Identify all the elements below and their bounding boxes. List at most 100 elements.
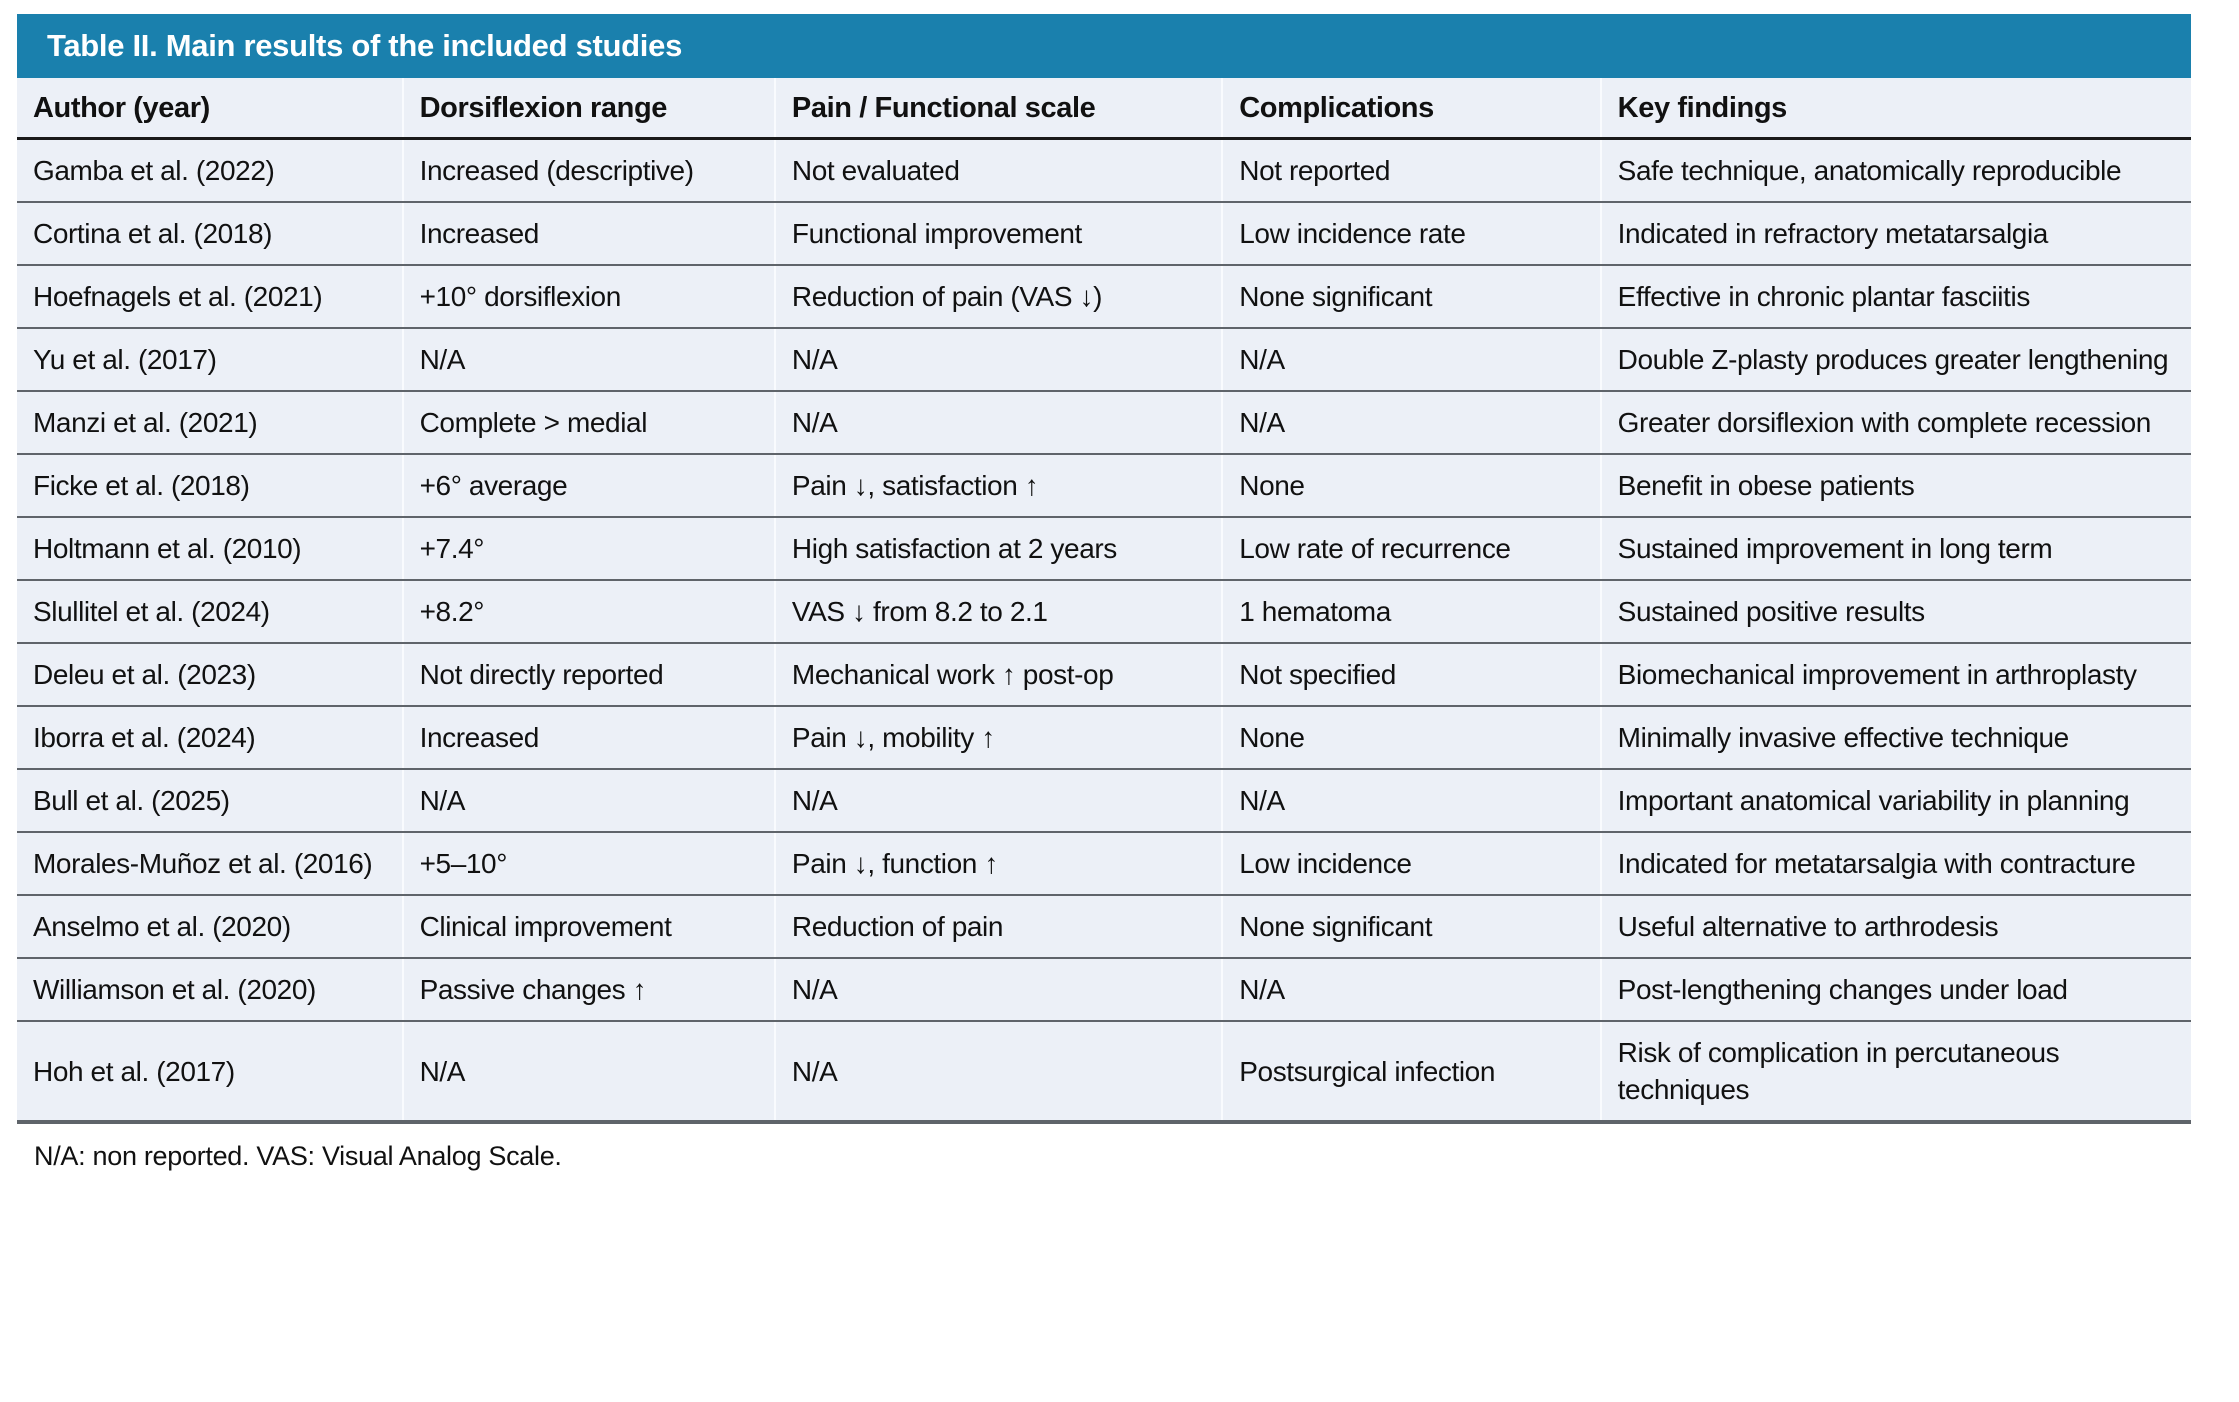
- table-cell: Not evaluated: [773, 138, 1223, 203]
- table-cell: None: [1221, 454, 1601, 518]
- column-header: Author (year): [17, 78, 403, 140]
- table-cell: Reduction of pain (VAS ↓): [773, 265, 1223, 329]
- table-row: Gamba et al. (2022) Increased (descriptiv…: [17, 138, 2191, 203]
- table-cell: +7.4°: [401, 517, 775, 581]
- table-cell: Benefit in obese patients: [1599, 454, 2191, 518]
- table-cell: Safe technique, anatomically reproducibl…: [1599, 138, 2191, 203]
- column-header: Pain / Functional scale: [773, 78, 1223, 140]
- table-cell: Yu et al. (2017): [17, 328, 403, 392]
- table-cell: VAS ↓ from 8.2 to 2.1: [773, 580, 1223, 644]
- table-cell: N/A: [773, 769, 1223, 833]
- table-row: Cortina et al. (2018) Increased Functional…: [17, 202, 2191, 266]
- table-cell: Double Z-plasty produces greater lengthe…: [1599, 328, 2191, 392]
- table-cell: N/A: [773, 1021, 1223, 1124]
- table-footnote: N/A: non reported. VAS: Visual Analog Sc…: [34, 1141, 562, 1171]
- table-row: Hoh et al. (2017) N/A N/A Postsurgical infe…: [17, 1021, 2191, 1124]
- table-cell: Pain ↓, mobility ↑: [773, 706, 1223, 770]
- table-header: Author (year) Dorsiflexion range Pain / Fu…: [17, 78, 2191, 140]
- table-cell: High satisfaction at 2 years: [773, 517, 1223, 581]
- table-cell: Anselmo et al. (2020): [17, 895, 403, 959]
- table-row: Bull et al. (2025) N/A N/A N/A Important ana…: [17, 769, 2191, 833]
- table-cell: Indicated in refractory metatarsalgia: [1599, 202, 2191, 266]
- table-row: Holtmann et al. (2010) +7.4° High satisfac…: [17, 517, 2191, 581]
- table-row: Deleu et al. (2023) Not directly reported…: [17, 643, 2191, 707]
- column-header: Complications: [1221, 78, 1601, 140]
- results-table: Author (year) Dorsiflexion range Pain / Fu…: [17, 78, 2191, 1124]
- table-cell: Biomechanical improvement in arthroplast…: [1599, 643, 2191, 707]
- table-cell: Not directly reported: [401, 643, 775, 707]
- table-cell: Deleu et al. (2023): [17, 643, 403, 707]
- table-cell: Clinical improvement: [401, 895, 775, 959]
- table-cell: Manzi et al. (2021): [17, 391, 403, 455]
- table-cell: N/A: [1221, 391, 1601, 455]
- table-cell: Post-lengthening changes under load: [1599, 958, 2191, 1022]
- table-cell: 1 hematoma: [1221, 580, 1601, 644]
- table-cell: N/A: [773, 391, 1223, 455]
- table-row: Iborra et al. (2024) Increased Pain ↓, mob…: [17, 706, 2191, 770]
- table-cell: Indicated for metatarsalgia with contrac…: [1599, 832, 2191, 896]
- table-row: Anselmo et al. (2020) Clinical improvemen…: [17, 895, 2191, 959]
- table-cell: Slullitel et al. (2024): [17, 580, 403, 644]
- table-cell: Morales-Muñoz et al. (2016): [17, 832, 403, 896]
- table-cell: Low incidence: [1221, 832, 1601, 896]
- column-header: Dorsiflexion range: [401, 78, 775, 140]
- table-row: Hoefnagels et al. (2021) +10° dorsiflexio…: [17, 265, 2191, 329]
- table-cell: None significant: [1221, 265, 1601, 329]
- table-cell: Cortina et al. (2018): [17, 202, 403, 266]
- table-row: Ficke et al. (2018) +6° average Pain ↓, sa…: [17, 454, 2191, 518]
- table-cell: Not specified: [1221, 643, 1601, 707]
- table-cell: Sustained improvement in long term: [1599, 517, 2191, 581]
- table-cell: Complete > medial: [401, 391, 775, 455]
- table-title: Table II. Main results of the included s…: [17, 14, 2191, 78]
- table-cell: +8.2°: [401, 580, 775, 644]
- table-cell: Pain ↓, satisfaction ↑: [773, 454, 1223, 518]
- table-cell: N/A: [773, 958, 1223, 1022]
- table-row: Slullitel et al. (2024) +8.2° VAS ↓ from 8…: [17, 580, 2191, 644]
- table-cell: None: [1221, 706, 1601, 770]
- table-cell: Increased: [401, 202, 775, 266]
- table-cell: Sustained positive results: [1599, 580, 2191, 644]
- table-cell: Reduction of pain: [773, 895, 1223, 959]
- table-cell: Important anatomical variability in plan…: [1599, 769, 2191, 833]
- table-cell: Low incidence rate: [1221, 202, 1601, 266]
- table-cell: Risk of complication in percutaneous tec…: [1599, 1021, 2191, 1124]
- table-body: Gamba et al. (2022) Increased (descriptiv…: [17, 138, 2191, 1124]
- table-cell: Not reported: [1221, 138, 1601, 203]
- results-table-card: Table II. Main results of the included s…: [17, 14, 2191, 1124]
- table-cell: N/A: [773, 328, 1223, 392]
- table-cell: Increased (descriptive): [401, 138, 775, 203]
- table-cell: Hoh et al. (2017): [17, 1021, 403, 1124]
- table-cell: Ficke et al. (2018): [17, 454, 403, 518]
- table-cell: Effective in chronic plantar fasciitis: [1599, 265, 2191, 329]
- table-cell: Iborra et al. (2024): [17, 706, 403, 770]
- table-cell: +6° average: [401, 454, 775, 518]
- table-cell: N/A: [401, 328, 775, 392]
- table-cell: None significant: [1221, 895, 1601, 959]
- table-cell: N/A: [1221, 769, 1601, 833]
- table-cell: N/A: [1221, 958, 1601, 1022]
- table-cell: Holtmann et al. (2010): [17, 517, 403, 581]
- table-cell: Useful alternative to arthrodesis: [1599, 895, 2191, 959]
- table-row: Manzi et al. (2021) Complete > medial N/A N…: [17, 391, 2191, 455]
- table-cell: N/A: [401, 1021, 775, 1124]
- table-cell: N/A: [1221, 328, 1601, 392]
- table-row: Williamson et al. (2020) Passive changes …: [17, 958, 2191, 1022]
- column-header: Key findings: [1599, 78, 2191, 140]
- table-row: Yu et al. (2017) N/A N/A N/A Double Z-plasty…: [17, 328, 2191, 392]
- table-cell: Increased: [401, 706, 775, 770]
- table-cell: Minimally invasive effective technique: [1599, 706, 2191, 770]
- table-row: Morales-Muñoz et al. (2016) +5–10° Pain ↓,…: [17, 832, 2191, 896]
- table-cell: Williamson et al. (2020): [17, 958, 403, 1022]
- table-cell: Functional improvement: [773, 202, 1223, 266]
- table-cell: Greater dorsiflexion with complete reces…: [1599, 391, 2191, 455]
- table-cell: N/A: [401, 769, 775, 833]
- table-cell: Low rate of recurrence: [1221, 517, 1601, 581]
- table-cell: +10° dorsiflexion: [401, 265, 775, 329]
- table-cell: Gamba et al. (2022): [17, 138, 403, 203]
- table-cell: +5–10°: [401, 832, 775, 896]
- table-cell: Mechanical work ↑ post-op: [773, 643, 1223, 707]
- table-cell: Bull et al. (2025): [17, 769, 403, 833]
- table-cell: Postsurgical infection: [1221, 1021, 1601, 1124]
- table-cell: Pain ↓, function ↑: [773, 832, 1223, 896]
